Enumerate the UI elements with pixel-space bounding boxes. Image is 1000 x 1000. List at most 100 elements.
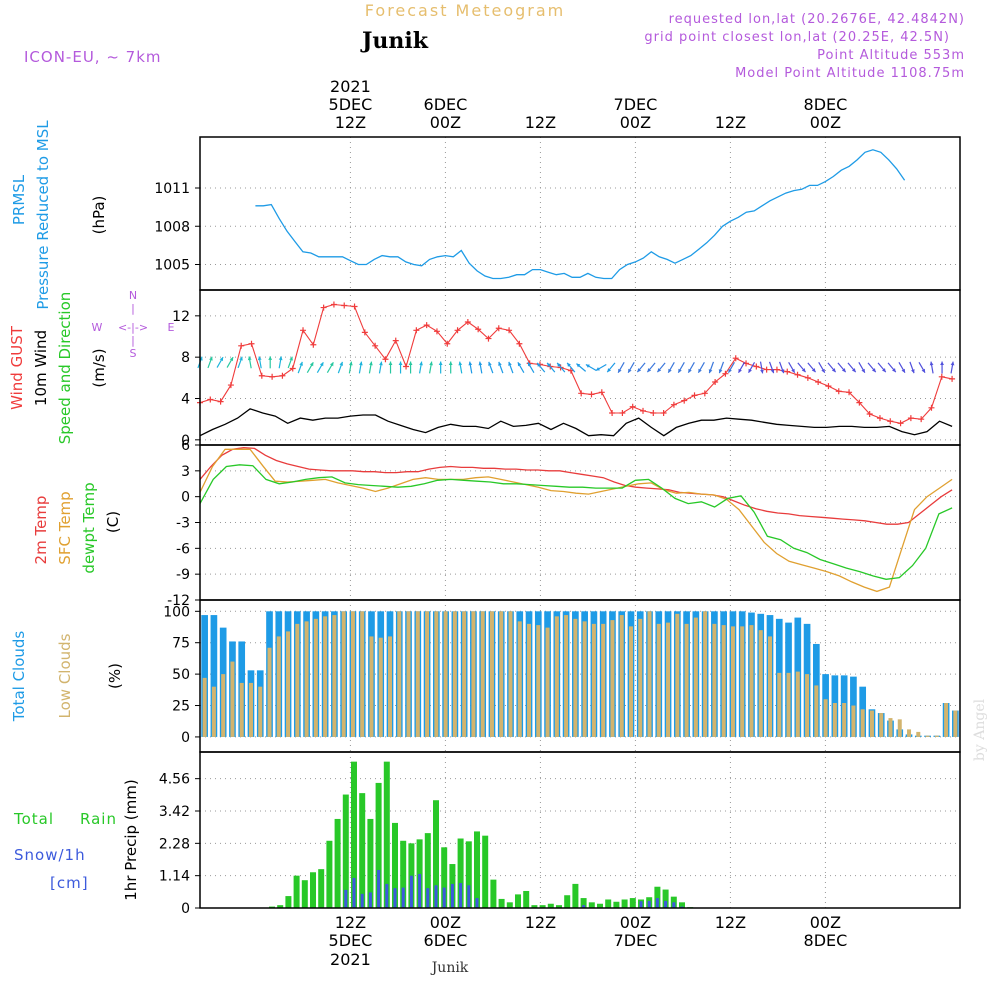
wind-direction-arrow <box>877 362 887 373</box>
low-cloud-bar <box>619 615 624 737</box>
bottom-axis-date: 5DEC <box>329 931 373 950</box>
rain-bar <box>277 905 284 908</box>
arrow-head <box>929 361 934 366</box>
wind-gust-point <box>907 415 914 422</box>
low-cloud-bar <box>777 672 782 737</box>
low-cloud-bar <box>842 703 847 737</box>
hpa-unit-label: (hPa) <box>90 196 108 235</box>
y-tick-label: 75 <box>172 636 190 652</box>
location-title: Junik <box>360 28 429 54</box>
low-cloud-bar <box>489 611 494 737</box>
wind-10m-label: 10m Wind <box>32 330 50 406</box>
panel-1-grid: 1005 1008 1011 <box>154 137 960 290</box>
total-clouds-label: Total Clouds <box>10 631 28 723</box>
wind-direction-arrow <box>617 362 625 373</box>
low-cloud-bar <box>425 611 430 737</box>
bottom-axis-hour: 12Z <box>525 913 556 932</box>
arrow-head <box>438 361 443 366</box>
arrow-head <box>678 368 682 373</box>
y-tick-label: 1005 <box>154 258 190 274</box>
compass-s-bar: | <box>131 334 135 347</box>
wind-direction-arrow <box>867 362 877 373</box>
arrow-head <box>448 361 453 366</box>
wind-direction-arrow <box>546 362 556 373</box>
top-axis-hour: 00Z <box>810 113 841 132</box>
wind-direction-arrow <box>207 356 213 369</box>
wind-direction-arrow <box>527 362 535 373</box>
rain-label: Rain <box>80 810 117 828</box>
wind-direction-arrow <box>216 356 224 368</box>
rain-bar <box>424 833 431 908</box>
y-tick-label: -3 <box>176 516 190 532</box>
low-cloud-bar <box>350 611 355 737</box>
rain-bar <box>597 903 603 908</box>
low-cloud-bar <box>286 631 291 737</box>
snow-bar <box>475 898 479 908</box>
low-cloud-bar <box>869 710 874 737</box>
arrow-head <box>567 362 571 367</box>
low-cloud-bar <box>536 625 541 737</box>
wind-direction-arrow <box>358 361 363 374</box>
low-cloud-bar <box>415 611 420 737</box>
compass-w: W <box>92 321 103 334</box>
arrow-head <box>698 368 702 373</box>
low-cloud-bar <box>221 674 226 737</box>
low-cloud-bar <box>304 621 309 737</box>
wind-direction-arrow <box>627 362 635 373</box>
wind-gust-point <box>815 378 822 385</box>
rain-bar <box>383 761 390 908</box>
wind-direction-arrow <box>656 362 666 373</box>
top-axis-hour: 00Z <box>620 113 651 132</box>
rain-bar <box>523 890 530 908</box>
rain-bar <box>679 902 685 908</box>
wind-direction-arrow <box>606 362 616 373</box>
arrow-head <box>219 357 224 362</box>
point-altitude: Point Altitude 553m <box>817 48 965 63</box>
y-tick-label: 1.14 <box>159 869 190 885</box>
wind-direction-arrow <box>646 362 656 373</box>
snow-bar <box>672 902 676 908</box>
arrow-head <box>728 368 732 373</box>
low-cloud-bar <box>934 735 939 737</box>
arrow-head <box>861 368 865 373</box>
arrow-head <box>209 356 213 361</box>
rain-bar <box>613 901 620 908</box>
wind-gust-point <box>691 392 698 399</box>
wind-direction-arrow <box>278 356 283 369</box>
low-cloud-bar <box>638 618 643 737</box>
snow-bar <box>426 888 430 908</box>
wind-direction-arrow <box>398 361 403 374</box>
wind-direction-arrow <box>326 362 334 373</box>
wind-gust-point <box>444 340 451 347</box>
low-cloud-bar <box>443 611 448 737</box>
rain-bar <box>301 880 308 908</box>
compass-we: <-|-> <box>118 321 148 334</box>
snow-bar <box>647 900 651 908</box>
wind-direction-arrow <box>929 361 934 374</box>
arrow-head <box>791 368 795 373</box>
wind-gust-point <box>949 375 956 382</box>
y-tick-label: 4.56 <box>159 772 190 788</box>
wind-gust-point <box>361 329 368 336</box>
snow-bar <box>450 883 454 908</box>
low-clouds-label: Low Clouds <box>56 633 74 718</box>
rain-bar <box>318 869 325 908</box>
wind-gust-point <box>495 325 502 332</box>
wind-direction-arrow <box>448 361 453 374</box>
arrow-head <box>229 357 234 362</box>
bottom-axis-hour: 12Z <box>715 913 746 932</box>
low-cloud-bar <box>499 611 504 737</box>
bottom-axis-hour: 12Z <box>335 913 366 932</box>
wind-direction-arrow <box>576 363 587 372</box>
gridpoint-coords: grid point closest lon,lat (20.25E, 42.5… <box>644 30 950 45</box>
arrow-head <box>688 368 692 373</box>
panel-4-grid: 0 25 50 75 100 <box>163 600 960 752</box>
rain-bar <box>531 905 538 908</box>
snow-bar <box>418 873 422 908</box>
compass-rose: N | W <-|-> E | S <box>92 289 175 360</box>
low-cloud-bar <box>582 621 587 737</box>
low-cloud-bar <box>916 731 921 737</box>
rain-bar <box>416 839 423 908</box>
arrow-head <box>841 368 846 373</box>
snow-bar <box>401 887 405 908</box>
